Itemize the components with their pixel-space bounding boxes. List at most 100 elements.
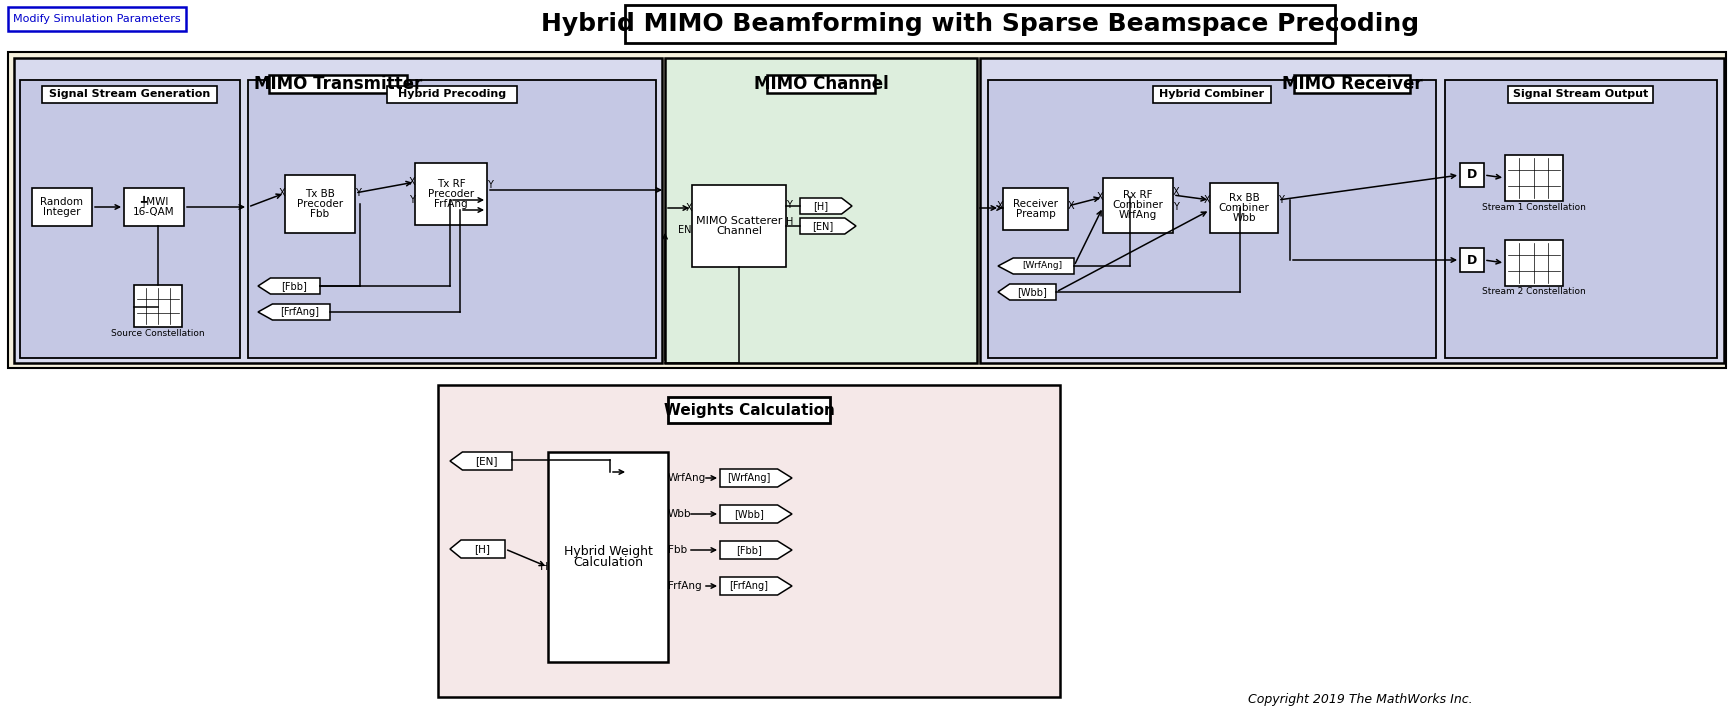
Polygon shape [719,469,792,487]
Text: MIMO Scatterer: MIMO Scatterer [696,216,781,226]
FancyBboxPatch shape [691,185,786,267]
Text: Preamp: Preamp [1015,209,1055,219]
Polygon shape [800,218,856,234]
Text: Random: Random [40,197,83,207]
FancyBboxPatch shape [1294,75,1410,93]
Text: Tx RF: Tx RF [436,179,466,189]
Polygon shape [719,541,792,559]
Text: Y: Y [786,200,792,210]
Text: [WrfAng]: [WrfAng] [1022,261,1062,271]
Text: X: X [409,177,414,187]
FancyBboxPatch shape [248,80,656,358]
Text: Precoder: Precoder [296,199,343,209]
FancyBboxPatch shape [284,175,355,233]
FancyBboxPatch shape [1503,155,1562,201]
Text: 16-QAM: 16-QAM [133,207,175,217]
Text: [EN]: [EN] [811,221,833,231]
Text: Modify Simulation Parameters: Modify Simulation Parameters [14,14,180,24]
Text: Stream 2 Constellation: Stream 2 Constellation [1481,287,1585,297]
Text: X: X [1067,201,1074,211]
FancyBboxPatch shape [979,58,1723,363]
Text: Copyright 2019 The MathWorks Inc.: Copyright 2019 The MathWorks Inc. [1247,693,1472,706]
Text: H: H [539,562,547,572]
Text: [Fbb]: [Fbb] [281,281,307,291]
FancyBboxPatch shape [438,385,1060,697]
FancyBboxPatch shape [268,75,407,93]
Text: FrfAng: FrfAng [667,581,701,591]
FancyBboxPatch shape [1503,240,1562,286]
FancyBboxPatch shape [665,58,977,363]
Polygon shape [258,304,329,320]
FancyBboxPatch shape [1507,86,1652,103]
FancyBboxPatch shape [766,75,875,93]
Text: X: X [1202,195,1209,205]
FancyBboxPatch shape [1444,80,1716,358]
Text: Rx BB: Rx BB [1228,193,1259,203]
FancyBboxPatch shape [625,5,1334,43]
Text: X: X [1173,187,1179,197]
Text: Fbb: Fbb [667,545,686,555]
Text: X: X [1096,192,1102,202]
Text: [H]: [H] [473,544,490,554]
Text: D: D [1465,168,1476,181]
Polygon shape [719,577,792,595]
Text: Combiner: Combiner [1218,203,1270,213]
Text: Wbb: Wbb [1231,213,1256,223]
Text: X: X [996,201,1003,211]
Polygon shape [450,452,511,470]
Text: WrfAng: WrfAng [667,473,707,483]
Text: [WrfAng]: [WrfAng] [727,473,771,483]
Polygon shape [998,258,1074,274]
Text: Channel: Channel [715,226,762,236]
FancyBboxPatch shape [1458,248,1483,272]
Text: Y: Y [355,188,360,198]
Text: Y: Y [1276,195,1283,205]
FancyBboxPatch shape [1209,183,1276,233]
FancyBboxPatch shape [9,7,185,31]
Text: EN: EN [679,225,691,235]
Polygon shape [998,284,1055,300]
Polygon shape [719,505,792,523]
FancyBboxPatch shape [21,80,239,358]
FancyBboxPatch shape [43,86,218,103]
FancyBboxPatch shape [1102,178,1173,233]
FancyBboxPatch shape [125,188,184,226]
Text: H: H [786,217,793,227]
FancyBboxPatch shape [987,80,1436,358]
Text: ╇MWl: ╇MWl [140,196,168,208]
Text: X: X [279,188,284,198]
FancyBboxPatch shape [414,163,487,225]
Text: WrfAng: WrfAng [1119,210,1157,220]
Text: Hybrid Weight: Hybrid Weight [563,546,651,559]
FancyBboxPatch shape [9,52,1725,368]
Text: [Wbb]: [Wbb] [1017,287,1046,297]
Text: MIMO Receiver: MIMO Receiver [1282,75,1422,93]
FancyBboxPatch shape [1152,86,1270,103]
Text: Wbb: Wbb [667,509,691,519]
Text: [EN]: [EN] [475,456,497,466]
Text: X: X [684,203,691,213]
FancyBboxPatch shape [547,452,667,662]
Text: Signal Stream Output: Signal Stream Output [1512,89,1647,99]
Text: Calculation: Calculation [573,556,643,569]
Text: Y: Y [1173,202,1178,212]
Text: FrfAng: FrfAng [435,199,468,209]
Text: Combiner: Combiner [1112,200,1162,210]
Text: D: D [1465,253,1476,266]
Text: Integer: Integer [43,207,81,217]
Polygon shape [450,540,504,558]
FancyBboxPatch shape [1458,163,1483,187]
Polygon shape [258,278,320,294]
Text: Y: Y [487,180,492,190]
Text: Precoder: Precoder [428,189,475,199]
Text: Stream 1 Constellation: Stream 1 Constellation [1481,202,1585,212]
Text: [H]: [H] [812,201,828,211]
Polygon shape [800,198,852,214]
FancyBboxPatch shape [667,397,830,423]
Text: Y: Y [409,195,414,205]
Text: Receiver: Receiver [1013,199,1058,209]
Text: [Fbb]: [Fbb] [736,545,762,555]
Text: [Wbb]: [Wbb] [733,509,764,519]
Text: MIMO Channel: MIMO Channel [753,75,889,93]
Text: Weights Calculation: Weights Calculation [663,402,833,418]
